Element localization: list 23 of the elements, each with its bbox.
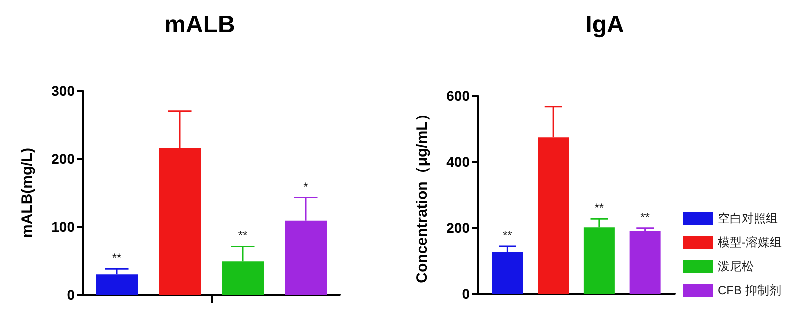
data-label: ** <box>238 228 248 243</box>
legend-label: 空白对照组 <box>718 212 778 226</box>
y-tick-label: 400 <box>446 154 470 170</box>
y-tick-label: 200 <box>52 151 76 167</box>
bar <box>630 231 661 294</box>
y-tick-label: 0 <box>462 286 470 302</box>
chart-title: IgA <box>586 12 624 38</box>
data-label: ** <box>112 251 122 266</box>
y-tick-label: 200 <box>446 220 470 236</box>
data-label: * <box>304 180 309 194</box>
y-axis-title: Concentration（μg/mL） <box>414 106 431 284</box>
data-label: ** <box>594 201 604 216</box>
data-label: ** <box>640 210 650 224</box>
legend-label: 泼尼松 <box>718 260 754 274</box>
legend-label: 模型-溶媒组 <box>718 236 782 250</box>
legend-label: CFB 抑制剂 <box>718 284 782 298</box>
y-tick-label: 0 <box>67 287 76 303</box>
data-label: ** <box>503 228 513 242</box>
y-tick-label: 300 <box>52 83 76 99</box>
y-tick-label: 100 <box>52 219 76 235</box>
y-tick-label: 600 <box>446 88 470 104</box>
chart-title: mALB <box>164 12 236 38</box>
y-axis-title: mALB(mg/L) <box>19 148 36 238</box>
